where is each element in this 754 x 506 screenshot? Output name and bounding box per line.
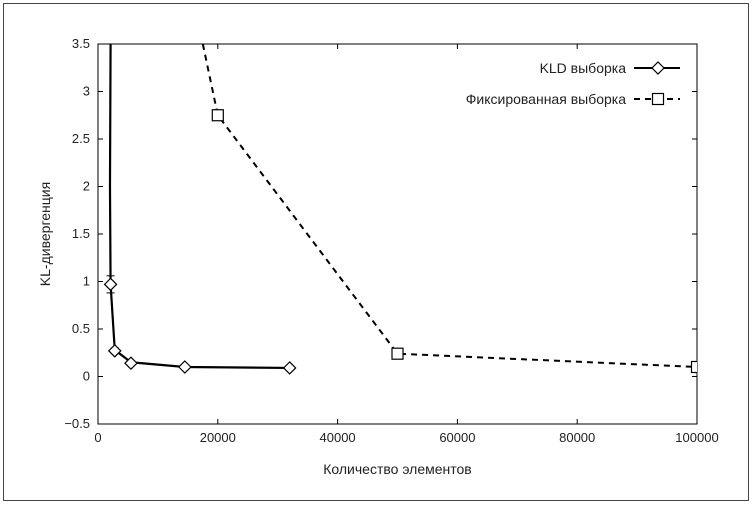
x-tick-label: 40000 bbox=[320, 430, 356, 445]
y-tick-label: 3.5 bbox=[72, 36, 90, 51]
y-tick-label: −0.5 bbox=[64, 416, 90, 431]
series-layer bbox=[103, 44, 697, 375]
y-tick-label: 0 bbox=[83, 369, 90, 384]
series-line bbox=[201, 44, 697, 368]
x-tick-label: 20000 bbox=[200, 430, 236, 445]
y-tick-label: 3 bbox=[83, 84, 90, 99]
x-axis-label: Количество элементов bbox=[323, 461, 471, 477]
data-point bbox=[107, 344, 122, 358]
data-point bbox=[178, 360, 192, 374]
y-tick-label: 0.5 bbox=[72, 321, 90, 336]
data-point bbox=[690, 360, 697, 374]
y-tick-label: 1.5 bbox=[72, 226, 90, 241]
data-point bbox=[282, 361, 297, 375]
data-point bbox=[103, 277, 118, 292]
series-1 bbox=[103, 44, 297, 375]
y-axis-label: KL-дивергенция bbox=[37, 182, 53, 286]
x-tick-label: 100000 bbox=[675, 430, 718, 445]
data-point bbox=[124, 356, 138, 371]
x-tick-label: 60000 bbox=[439, 430, 475, 445]
legend-label: Фиксированная выборка bbox=[466, 91, 626, 107]
legend: KLD выборка Фиксированная выборка bbox=[466, 60, 680, 107]
series-line bbox=[108, 44, 290, 370]
series-2 bbox=[201, 44, 697, 374]
data-point bbox=[211, 109, 224, 122]
data-point bbox=[391, 347, 404, 360]
legend-label: KLD выборка bbox=[540, 60, 627, 76]
legend-marker bbox=[651, 61, 665, 75]
series-clip-group bbox=[103, 44, 697, 375]
legend-marker bbox=[651, 92, 665, 106]
x-tick-label: 80000 bbox=[559, 430, 595, 445]
y-tick-label: 2 bbox=[83, 179, 90, 194]
x-tick-label: 0 bbox=[94, 430, 101, 445]
chart-frame bbox=[3, 3, 749, 501]
y-tick-label: 2.5 bbox=[72, 131, 90, 146]
ticks: 0 20000 40000 60000 80000 100000 −0.5 0 0.5 1 1.5 2… bbox=[64, 36, 718, 445]
y-tick-label: 1 bbox=[83, 274, 90, 289]
